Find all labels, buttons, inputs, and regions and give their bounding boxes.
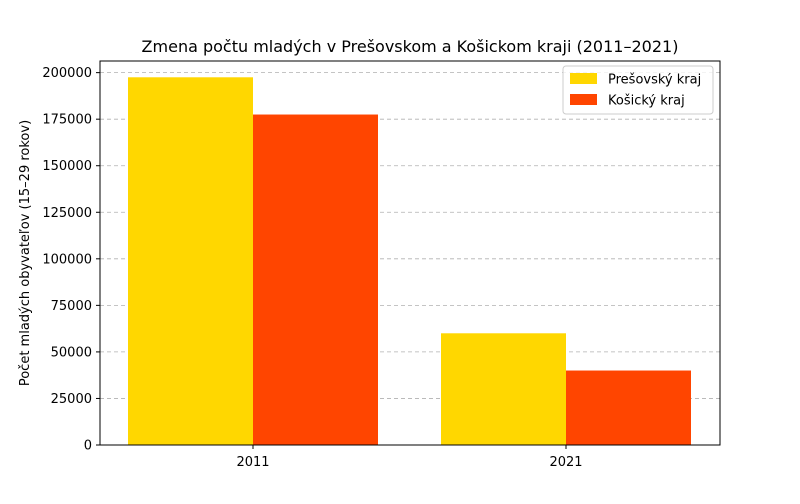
legend-label: Košický kraj	[608, 94, 685, 109]
y-tick-label: 25000	[51, 392, 92, 407]
y-tick-label: 125000	[42, 206, 92, 221]
y-tick-label: 50000	[51, 345, 92, 360]
plot-frame	[99, 60, 721, 446]
y-tick-label: 0	[84, 439, 92, 454]
axes: 0 25000 50000 75000 100000 125000 150000 175000…	[42, 60, 721, 470]
bar-prešovský-kraj-2011	[128, 77, 253, 446]
y-tick-label: 150000	[42, 159, 92, 174]
legend-swatch	[570, 94, 597, 105]
x-tick-label: 2021	[549, 455, 582, 470]
y-tick-label: 200000	[42, 66, 92, 81]
legend[interactable]: Prešovský kraj Košický kraj	[562, 65, 714, 115]
bars	[128, 77, 691, 446]
bar-košický-kraj-2011	[253, 114, 378, 445]
y-tick-label: 75000	[51, 299, 92, 314]
y-tick-label: 175000	[42, 113, 92, 128]
legend-box	[562, 65, 714, 115]
y-tick-label: 100000	[42, 252, 92, 267]
chart-title: Zmena počtu mladých v Prešovskom a Košic…	[142, 37, 679, 56]
bar-košický-kraj-2021	[566, 370, 691, 445]
legend-label: Prešovský kraj	[608, 73, 701, 88]
x-tick-label: 2011	[236, 455, 269, 470]
bar-prešovský-kraj-2021	[441, 333, 566, 445]
legend-swatch	[570, 73, 597, 84]
y-axis-label: Počet mladých obyvateľov (15–29 rokov)	[18, 120, 33, 386]
